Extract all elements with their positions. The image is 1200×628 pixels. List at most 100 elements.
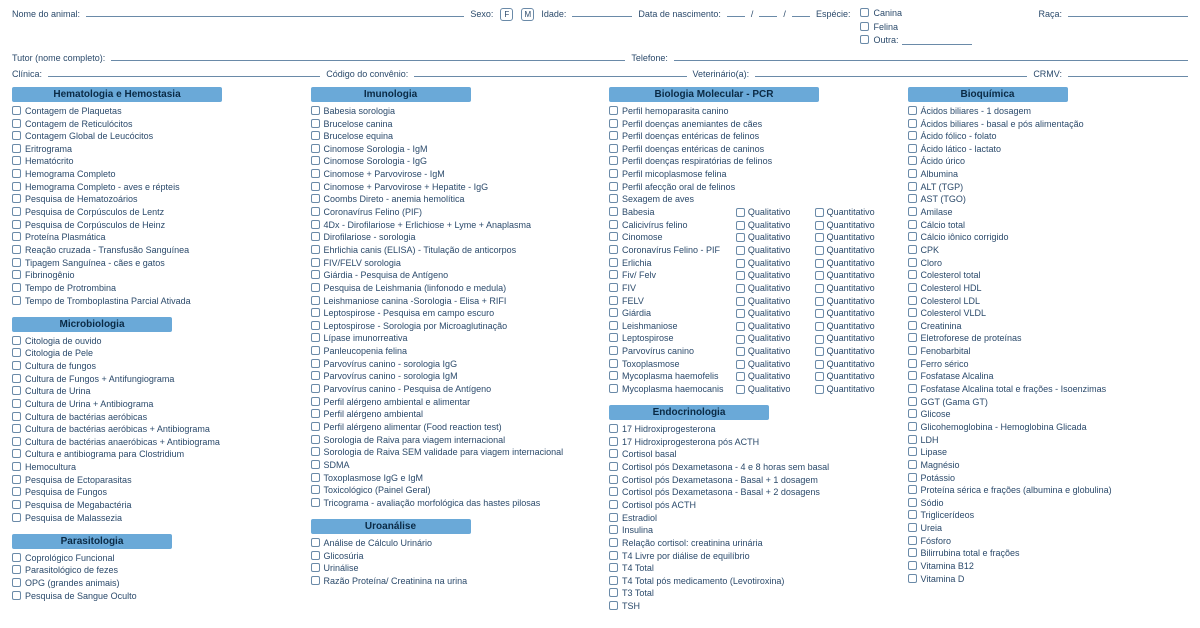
checkbox[interactable] xyxy=(609,588,618,597)
checkbox[interactable] xyxy=(311,538,320,547)
checkbox[interactable] xyxy=(311,194,320,203)
checkbox[interactable] xyxy=(311,576,320,585)
checkbox-quantitativo[interactable] xyxy=(815,208,824,217)
checkbox[interactable] xyxy=(908,460,917,469)
checkbox-qualitativo[interactable] xyxy=(736,233,745,242)
checkbox[interactable] xyxy=(12,131,21,140)
checkbox[interactable] xyxy=(12,207,21,216)
checkbox[interactable] xyxy=(908,447,917,456)
checkbox-qualitativo[interactable] xyxy=(736,246,745,255)
checkbox-quantitativo[interactable] xyxy=(815,297,824,306)
checkbox[interactable] xyxy=(609,462,618,471)
checkbox[interactable] xyxy=(311,422,320,431)
checkbox[interactable] xyxy=(311,371,320,380)
checkbox[interactable] xyxy=(12,156,21,165)
checkbox[interactable] xyxy=(908,409,917,418)
checkbox[interactable] xyxy=(609,384,618,393)
checkbox[interactable] xyxy=(311,397,320,406)
checkbox[interactable] xyxy=(311,296,320,305)
checkbox[interactable] xyxy=(12,182,21,191)
checkbox[interactable] xyxy=(609,270,618,279)
checkbox-qualitativo[interactable] xyxy=(736,360,745,369)
checkbox[interactable] xyxy=(12,578,21,587)
field-raca[interactable] xyxy=(1068,6,1188,17)
checkbox[interactable] xyxy=(12,475,21,484)
chk-felina[interactable] xyxy=(860,22,869,31)
checkbox[interactable] xyxy=(908,169,917,178)
checkbox[interactable] xyxy=(908,258,917,267)
checkbox-quantitativo[interactable] xyxy=(815,233,824,242)
checkbox[interactable] xyxy=(609,321,618,330)
checkbox[interactable] xyxy=(311,447,320,456)
field-clinica[interactable] xyxy=(48,66,320,77)
checkbox[interactable] xyxy=(609,283,618,292)
field-ano[interactable] xyxy=(792,6,810,17)
checkbox[interactable] xyxy=(908,435,917,444)
field-tutor[interactable] xyxy=(111,50,625,61)
checkbox[interactable] xyxy=(609,245,618,254)
checkbox[interactable] xyxy=(908,548,917,557)
checkbox[interactable] xyxy=(908,523,917,532)
checkbox[interactable] xyxy=(609,156,618,165)
field-nome-animal[interactable] xyxy=(86,6,464,17)
checkbox[interactable] xyxy=(311,473,320,482)
checkbox[interactable] xyxy=(12,513,21,522)
checkbox[interactable] xyxy=(908,321,917,330)
checkbox[interactable] xyxy=(609,182,618,191)
checkbox-quantitativo[interactable] xyxy=(815,385,824,394)
checkbox[interactable] xyxy=(12,487,21,496)
checkbox-quantitativo[interactable] xyxy=(815,372,824,381)
checkbox[interactable] xyxy=(12,169,21,178)
checkbox[interactable] xyxy=(12,437,21,446)
checkbox-quantitativo[interactable] xyxy=(815,246,824,255)
checkbox[interactable] xyxy=(311,321,320,330)
checkbox[interactable] xyxy=(609,359,618,368)
checkbox[interactable] xyxy=(311,485,320,494)
checkbox[interactable] xyxy=(609,449,618,458)
checkbox[interactable] xyxy=(908,194,917,203)
checkbox[interactable] xyxy=(12,336,21,345)
checkbox[interactable] xyxy=(311,131,320,140)
checkbox[interactable] xyxy=(908,333,917,342)
checkbox[interactable] xyxy=(12,245,21,254)
checkbox[interactable] xyxy=(609,437,618,446)
checkbox[interactable] xyxy=(311,220,320,229)
checkbox[interactable] xyxy=(609,207,618,216)
checkbox[interactable] xyxy=(311,308,320,317)
checkbox[interactable] xyxy=(12,258,21,267)
checkbox[interactable] xyxy=(311,409,320,418)
checkbox[interactable] xyxy=(908,536,917,545)
checkbox[interactable] xyxy=(12,232,21,241)
sexo-f[interactable]: F xyxy=(500,8,513,21)
checkbox[interactable] xyxy=(311,346,320,355)
checkbox[interactable] xyxy=(311,551,320,560)
chk-canina[interactable] xyxy=(860,8,869,17)
checkbox[interactable] xyxy=(609,424,618,433)
checkbox[interactable] xyxy=(311,144,320,153)
checkbox[interactable] xyxy=(12,270,21,279)
checkbox[interactable] xyxy=(908,131,917,140)
checkbox[interactable] xyxy=(12,591,21,600)
field-mes[interactable] xyxy=(759,6,777,17)
checkbox[interactable] xyxy=(609,232,618,241)
checkbox[interactable] xyxy=(609,169,618,178)
checkbox-qualitativo[interactable] xyxy=(736,284,745,293)
checkbox[interactable] xyxy=(609,308,618,317)
checkbox[interactable] xyxy=(12,220,21,229)
checkbox[interactable] xyxy=(311,156,320,165)
checkbox[interactable] xyxy=(908,510,917,519)
checkbox[interactable] xyxy=(908,371,917,380)
checkbox[interactable] xyxy=(908,119,917,128)
checkbox[interactable] xyxy=(609,475,618,484)
checkbox[interactable] xyxy=(311,384,320,393)
checkbox-quantitativo[interactable] xyxy=(815,284,824,293)
checkbox[interactable] xyxy=(12,106,21,115)
checkbox-qualitativo[interactable] xyxy=(736,347,745,356)
checkbox[interactable] xyxy=(12,386,21,395)
checkbox[interactable] xyxy=(609,144,618,153)
checkbox-quantitativo[interactable] xyxy=(815,360,824,369)
checkbox[interactable] xyxy=(12,449,21,458)
checkbox[interactable] xyxy=(908,245,917,254)
checkbox[interactable] xyxy=(311,106,320,115)
checkbox[interactable] xyxy=(908,397,917,406)
